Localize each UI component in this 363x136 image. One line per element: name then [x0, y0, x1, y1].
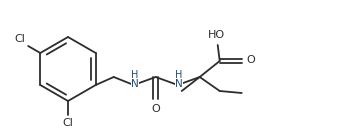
- Text: O: O: [151, 104, 160, 114]
- Text: O: O: [247, 55, 256, 65]
- Text: N: N: [131, 79, 139, 89]
- Text: N: N: [175, 79, 183, 89]
- Text: Cl: Cl: [62, 118, 73, 128]
- Text: H: H: [131, 70, 138, 80]
- Text: H: H: [175, 70, 182, 80]
- Text: HO: HO: [208, 30, 225, 40]
- Text: Cl: Cl: [14, 34, 25, 44]
